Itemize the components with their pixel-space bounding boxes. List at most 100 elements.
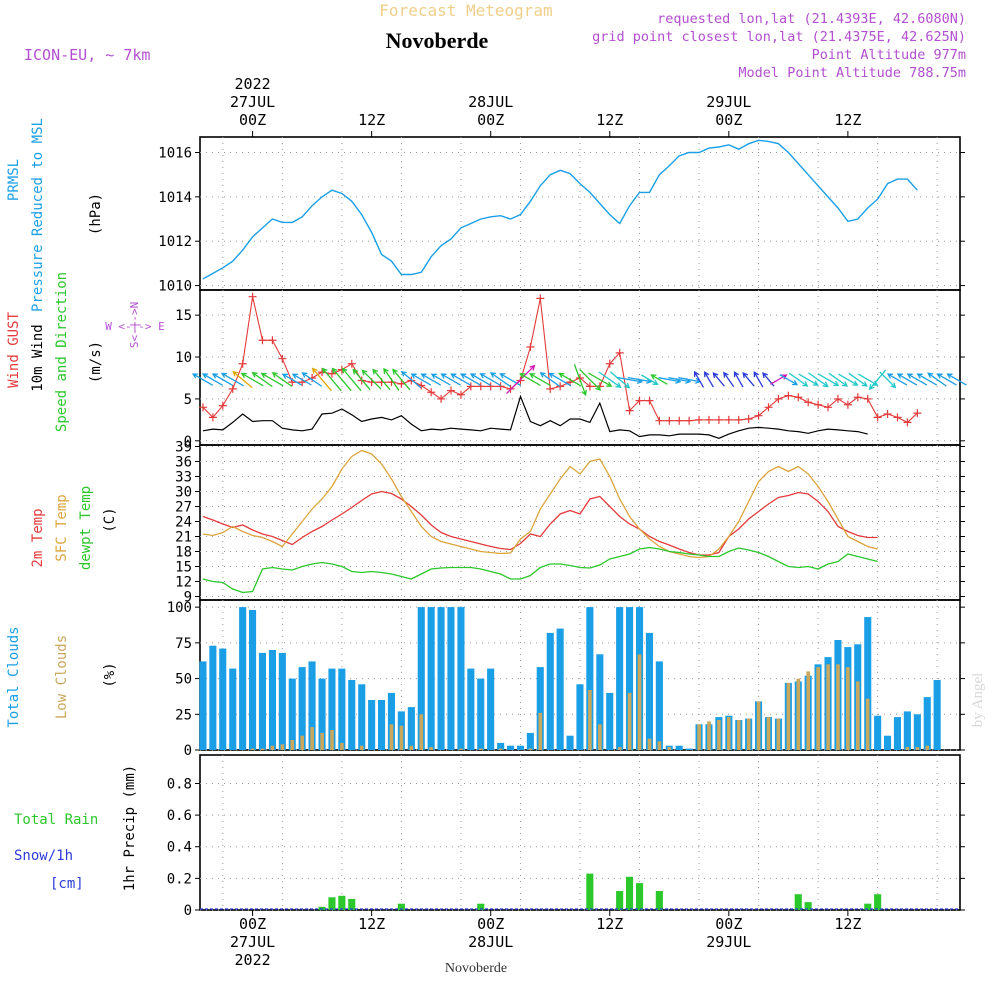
- gust-marker: [754, 411, 763, 420]
- top-time-label: 00Z: [239, 111, 266, 129]
- y-tick-label: 33: [175, 470, 192, 486]
- wind-arrow: [352, 368, 371, 391]
- panel-frame: [199, 289, 961, 446]
- panel-label: Low Clouds: [54, 635, 70, 719]
- low-cloud-bar: [617, 747, 622, 750]
- rain-bar: [874, 894, 882, 910]
- low-cloud-bar: [389, 724, 394, 750]
- total-cloud-bar: [328, 668, 336, 750]
- gust-marker: [695, 415, 704, 424]
- wind-arrow: [641, 374, 659, 385]
- wind-arrow: [886, 373, 908, 386]
- y-tick-label: 50: [175, 672, 192, 688]
- rain-bar: [348, 898, 356, 910]
- total-cloud-bar: [249, 610, 257, 750]
- low-cloud-bar: [419, 714, 424, 750]
- rain-bar: [655, 891, 663, 910]
- gust-marker: [863, 394, 872, 403]
- bottom-time-label: 00Z: [239, 915, 266, 933]
- gust-marker: [447, 386, 456, 395]
- panel-pressure: 1010 1012 1014 1016 PRMSL Pressure Reduced to…: [6, 118, 965, 312]
- total-cloud-bar: [913, 714, 921, 750]
- y-tick-label: 10: [175, 350, 192, 366]
- total-cloud-bar: [358, 684, 366, 750]
- gust-marker: [466, 382, 475, 391]
- y-tick-label: 21: [175, 530, 192, 546]
- low-cloud-bar: [459, 748, 463, 750]
- point-altitude: Point Altitude 977m: [812, 47, 966, 63]
- gust-marker: [893, 413, 902, 422]
- low-cloud-bar: [925, 745, 930, 750]
- top-time-label: 12Z: [596, 111, 623, 129]
- gust-marker: [883, 410, 892, 418]
- wind-arrow: [191, 373, 214, 386]
- low-cloud-bar: [915, 747, 920, 750]
- y-tick-label: 0.8: [167, 776, 192, 792]
- low-cloud-bar: [409, 745, 414, 750]
- total-cloud-bar: [516, 745, 524, 750]
- compass-ns: S<-|->N: [128, 302, 141, 348]
- y-tick-label: 0.4: [167, 840, 192, 856]
- wind-speed-line: [202, 394, 868, 439]
- rain-bar: [616, 891, 624, 910]
- wind-arrow: [762, 372, 775, 387]
- wind-arrow: [201, 373, 224, 386]
- total-cloud-bar: [864, 617, 872, 750]
- gust-marker: [714, 415, 723, 424]
- low-cloud-bar: [260, 748, 265, 750]
- wind-arrow: [260, 372, 284, 387]
- wind-arrow: [693, 370, 705, 388]
- rain-bar: [338, 895, 346, 910]
- gust-marker: [824, 403, 833, 412]
- gust-marker: [496, 382, 505, 391]
- y-tick-label: 15: [175, 560, 192, 576]
- low-cloud-bar: [697, 724, 701, 750]
- total-cloud-bar: [437, 607, 445, 750]
- gust-marker: [734, 415, 743, 424]
- total-cloud-bar: [884, 735, 892, 750]
- total-cloud-bar: [467, 668, 475, 750]
- wind-arrow: [609, 371, 631, 389]
- wind-arrow: [220, 372, 244, 387]
- rain-bar: [636, 883, 644, 910]
- requested-location: requested lon,lat (21.4393E, 42.6080N): [657, 11, 966, 27]
- wind-arrow: [232, 370, 253, 389]
- wind-arrow: [704, 371, 714, 388]
- wind-arrow: [808, 372, 829, 388]
- panel-label: Wind GUST: [6, 312, 22, 388]
- total-cloud-bar: [645, 632, 653, 750]
- y-tick-label: 0: [184, 903, 192, 919]
- gust-marker: [814, 400, 823, 409]
- low-cloud-bar: [320, 732, 324, 750]
- low-cloud-bar: [280, 744, 285, 750]
- bottom-time-label: 28JUL: [468, 933, 513, 951]
- y-tick-label: 100: [167, 600, 192, 616]
- wind-arrow: [519, 373, 541, 387]
- low-cloud-bar: [717, 720, 721, 750]
- panel-ylabel: (C): [102, 507, 118, 532]
- y-tick-label: 75: [175, 636, 192, 652]
- y-tick-label: 25: [175, 707, 192, 723]
- bottom-time-label: 27JUL: [230, 933, 275, 951]
- y-tick-label: 12: [175, 575, 192, 591]
- temp-2m-line: [202, 490, 878, 556]
- pressure-line: [202, 139, 918, 280]
- gust-marker: [794, 393, 803, 402]
- low-cloud-bar: [290, 740, 295, 750]
- bottom-time-label: 00Z: [715, 915, 742, 933]
- low-cloud-bar: [498, 748, 503, 750]
- total-cloud-bar: [526, 732, 534, 750]
- gust-marker: [456, 390, 465, 399]
- wind-arrow: [529, 373, 551, 387]
- wind-arrow: [489, 372, 511, 387]
- wind-arrow: [548, 372, 572, 387]
- low-cloud-bar: [528, 748, 533, 750]
- wind-arrow: [588, 372, 613, 387]
- watermark: by Angel: [970, 673, 986, 728]
- wind-arrow: [331, 367, 352, 392]
- gust-marker: [556, 382, 565, 391]
- wind-arrow: [650, 374, 668, 385]
- panel-label: SFC Temp: [54, 494, 70, 561]
- footer-location: Novoberde: [445, 961, 507, 976]
